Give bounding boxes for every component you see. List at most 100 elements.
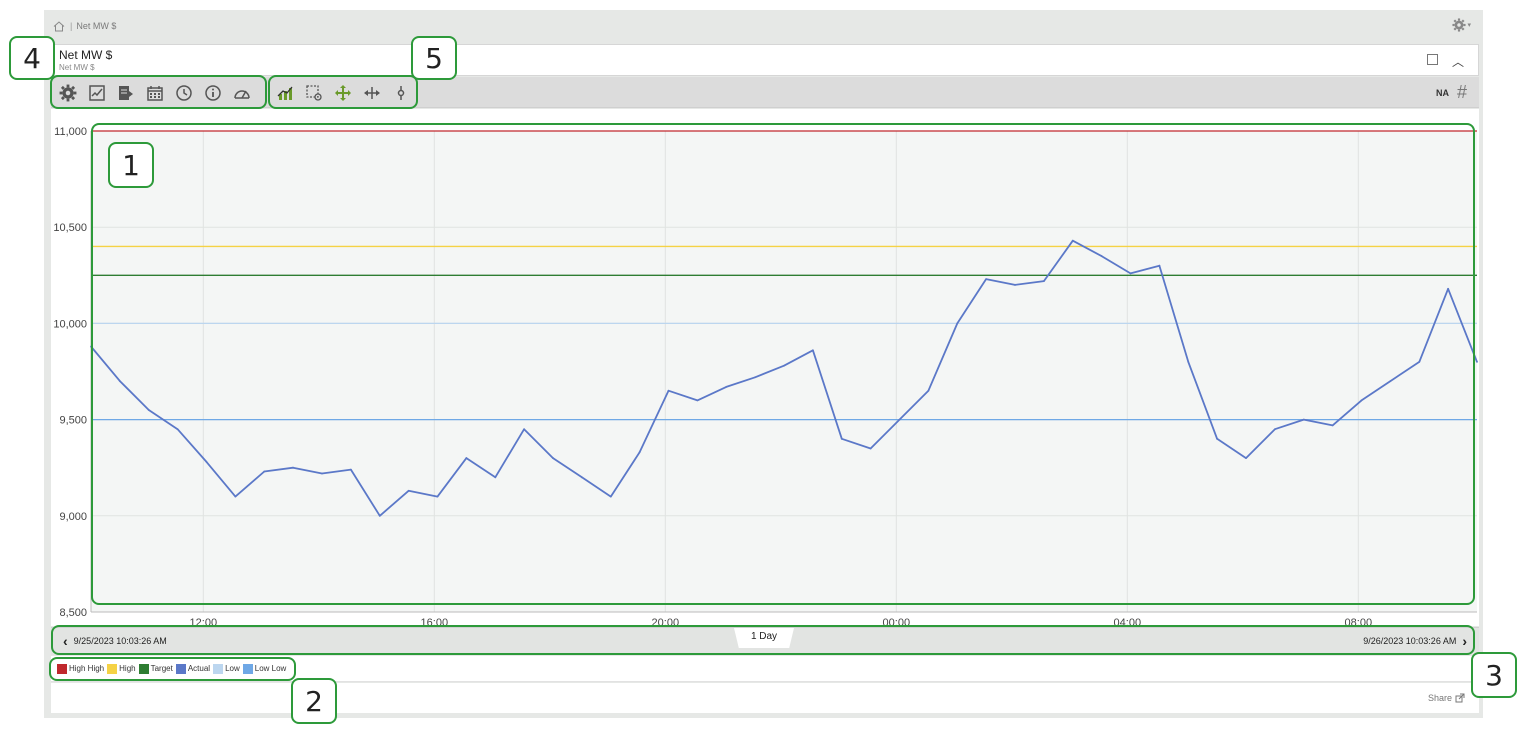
collapse-icon[interactable]: ︿ — [1451, 55, 1464, 69]
edit-chart-button[interactable] — [86, 82, 108, 104]
na-toggle[interactable]: NA — [1436, 88, 1449, 98]
y-tick-label: 11,000 — [54, 126, 87, 138]
legend-item-low[interactable]: Low — [213, 663, 240, 674]
data-point — [1014, 284, 1016, 286]
data-point — [985, 278, 988, 281]
breadcrumb-current[interactable]: Net MW $ — [76, 21, 117, 31]
data-point — [609, 495, 612, 498]
legend-item-high-high[interactable]: High High — [57, 663, 105, 674]
hash-toggle[interactable]: # — [1456, 82, 1467, 102]
chart-toolbar: NA # — [51, 77, 1479, 108]
data-point — [1129, 272, 1132, 275]
data-point — [205, 461, 208, 463]
callout-number: 4 — [9, 36, 55, 80]
share-button[interactable]: Share — [1428, 693, 1465, 703]
data-point — [321, 472, 323, 475]
history-button[interactable] — [173, 82, 195, 104]
data-point — [292, 466, 295, 469]
y-tick-label: 9,500 — [59, 415, 87, 427]
data-point — [696, 399, 699, 402]
legend-item-low-low[interactable]: Low Low — [242, 663, 286, 674]
chevron-right-icon[interactable]: › — [1462, 633, 1467, 649]
legend-item-target[interactable]: Target — [138, 663, 173, 674]
legend-item-high[interactable]: High — [107, 663, 136, 674]
data-point — [1273, 428, 1276, 431]
callout-box-legend — [49, 657, 296, 681]
share-icon — [1455, 693, 1465, 703]
data-point — [436, 495, 439, 498]
data-point — [638, 451, 641, 454]
panel-header: Net MW $ Net MW $ ︿ — [51, 44, 1479, 76]
range-tab[interactable]: 1 Day — [734, 628, 794, 648]
pan-icon — [335, 85, 351, 101]
time-navigator: 1 Day ‹ 9/25/2023 10:03:26 AM 9/26/2023 … — [51, 627, 1479, 655]
legend-label: Target — [150, 664, 173, 673]
data-point — [1389, 380, 1392, 383]
range-start: 9/25/2023 10:03:26 AM — [73, 636, 167, 646]
panel-title: Net MW $ — [59, 48, 113, 62]
data-point — [1476, 360, 1478, 363]
pan-button[interactable] — [332, 82, 354, 104]
settings-menu[interactable]: ▾ — [1452, 18, 1471, 32]
data-point — [147, 409, 150, 411]
breadcrumb-separator: | — [70, 21, 73, 31]
data-point — [840, 437, 843, 440]
data-point — [1187, 360, 1190, 363]
fullscreen-icon[interactable] — [1427, 54, 1438, 65]
gauge-button[interactable] — [231, 82, 253, 104]
info-button[interactable] — [202, 82, 224, 104]
data-point — [552, 457, 554, 459]
data-point — [118, 380, 121, 383]
cursor-icon — [397, 86, 405, 100]
trend-mode-button[interactable] — [274, 82, 296, 104]
data-point — [1447, 287, 1450, 290]
callout-number: 3 — [1471, 652, 1517, 698]
data-point — [927, 389, 930, 392]
gauge-icon — [234, 90, 250, 99]
legend-swatch — [107, 663, 118, 674]
data-point — [378, 514, 381, 517]
home-icon[interactable] — [53, 20, 65, 32]
data-point — [956, 322, 959, 325]
plot-background — [91, 131, 1477, 612]
callout-box-navigator — [51, 625, 1475, 655]
calendar-icon — [147, 86, 163, 101]
data-point — [1100, 255, 1103, 257]
trend-panel-frame: | Net MW $ ▾ Net MW $ Net MW $ ︿ — [44, 10, 1483, 718]
data-point — [667, 389, 670, 392]
export-button[interactable] — [115, 82, 137, 104]
legend-swatch — [242, 663, 253, 674]
data-point — [523, 428, 526, 431]
data-point — [783, 364, 785, 367]
data-point — [811, 349, 814, 352]
horizontal-pan-button[interactable] — [361, 82, 383, 104]
y-tick-label: 10,500 — [53, 222, 87, 234]
zoom-select-icon — [306, 85, 322, 101]
chart-edit-icon — [89, 85, 105, 101]
data-point — [754, 376, 757, 379]
data-point — [725, 385, 728, 388]
y-tick-label: 10,000 — [53, 318, 87, 330]
legend-swatch — [138, 663, 149, 674]
data-point — [1302, 418, 1305, 421]
legend-swatch — [57, 663, 67, 674]
caret-down-icon: ▾ — [1467, 22, 1471, 29]
cursor-button[interactable] — [390, 82, 412, 104]
data-point — [234, 495, 237, 498]
date-range-button[interactable] — [144, 82, 166, 104]
legend-label: High High — [69, 664, 105, 673]
data-point — [407, 489, 410, 492]
legend-swatch — [213, 663, 224, 674]
legend-label: Actual — [187, 664, 211, 673]
settings-button[interactable] — [57, 82, 79, 104]
legend-item-actual[interactable]: Actual — [175, 663, 211, 674]
data-point — [1042, 280, 1045, 282]
data-point — [465, 457, 468, 459]
history-icon — [176, 85, 192, 101]
zoom-select-button[interactable] — [303, 82, 325, 104]
data-point — [1245, 457, 1247, 459]
trend-chart[interactable]: 11,000 10,500 10,000 9,500 9,000 8,500 12:00 16… — [51, 109, 1479, 629]
chevron-left-icon[interactable]: ‹ — [63, 633, 68, 649]
data-point — [1331, 424, 1334, 427]
